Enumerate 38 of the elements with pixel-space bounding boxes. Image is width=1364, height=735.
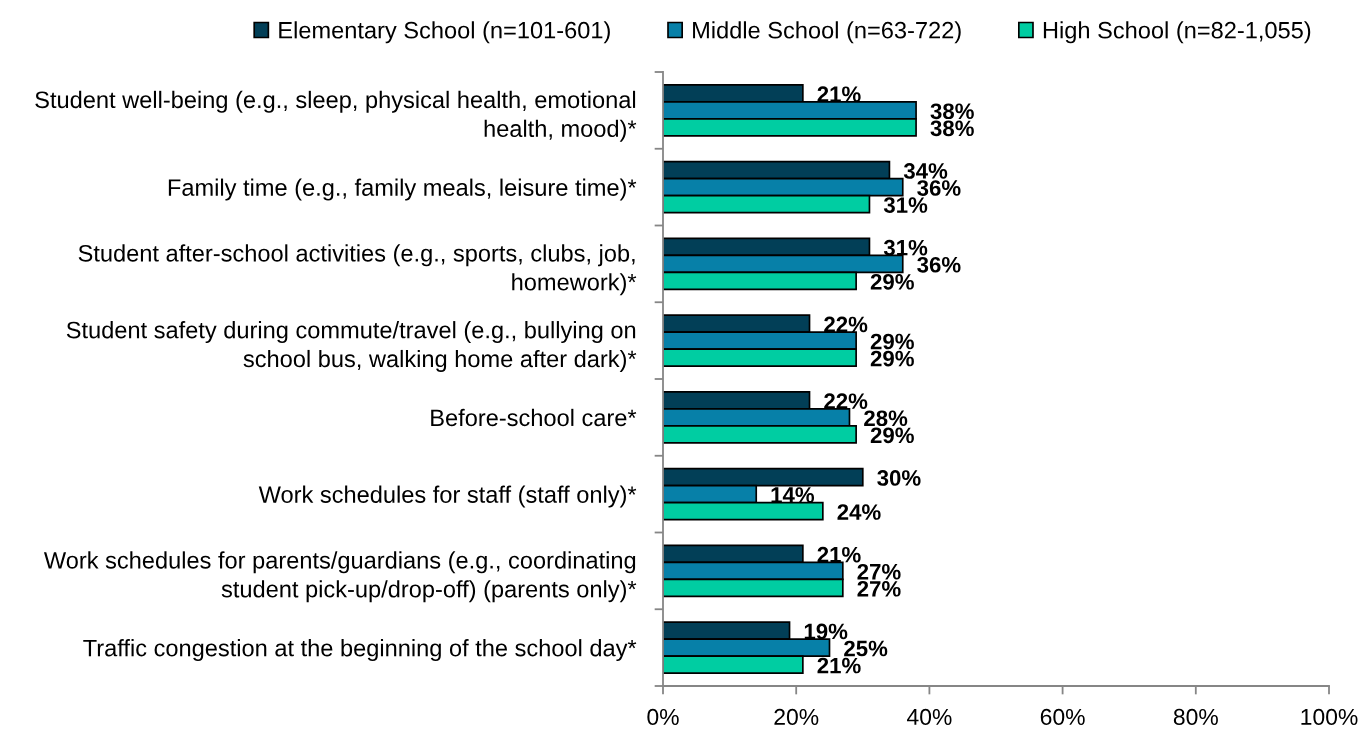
- y-tick-label: Student safety during commute/travel (e.g., bullying on school bus, walking home after dark)*: [66, 321, 637, 372]
- data-label: 29%: [870, 273, 914, 290]
- data-label: 30%: [877, 470, 921, 486]
- data-label: 31%: [883, 239, 928, 256]
- data-label: 29%: [870, 350, 914, 367]
- y-tick-label: Before-school care*: [431, 408, 637, 427]
- data-label: 28%: [864, 410, 908, 427]
- data-label: 31%: [883, 197, 928, 213]
- x-tick-label: 80%: [1173, 708, 1218, 726]
- data-label: 22%: [824, 316, 868, 333]
- y-tick-label: Student after-school activities (e.g., sports, clubs, job, homework)*: [78, 244, 637, 296]
- data-label: 38%: [930, 103, 974, 120]
- legend-label: Elementary School (n=101-601): [279, 21, 610, 44]
- data-label: 36%: [917, 256, 961, 273]
- legend-label: Middle School (n=63-722): [693, 21, 961, 44]
- data-label: 29%: [870, 333, 914, 350]
- x-tick-label: 0%: [647, 708, 679, 726]
- data-label: 27%: [857, 580, 901, 597]
- data-label: 21%: [817, 546, 861, 563]
- y-tick-label: Work schedules for parents/guardians (e.g., coordinating student pick-up/drop-off) (parents only)*: [43, 551, 637, 603]
- y-tick-label: Family time (e.g., family meals, leisure time)*: [168, 178, 637, 201]
- data-label: 25%: [844, 640, 888, 657]
- data-label: 34%: [903, 163, 948, 179]
- x-tick-label: 60%: [1040, 708, 1085, 726]
- data-label: 36%: [917, 180, 961, 196]
- y-tick-label: Work schedules for staff (staff only)*: [258, 485, 637, 508]
- data-label: 24%: [837, 504, 881, 520]
- y-tick-label: Traffic congestion at the beginning of the school day*: [83, 639, 637, 662]
- data-label: 29%: [870, 427, 914, 444]
- data-label: 38%: [930, 120, 974, 137]
- x-tick-label: 40%: [906, 708, 952, 726]
- legend-label: High School (n=82-1,055): [1043, 21, 1311, 44]
- data-label: 21%: [817, 657, 861, 674]
- x-tick-label: 20%: [774, 708, 819, 726]
- data-label: 27%: [857, 563, 901, 580]
- data-label: 19%: [804, 623, 848, 640]
- x-tick-label: 100%: [1301, 708, 1358, 726]
- y-tick-label: Student well-being (e.g., sleep, physical health, emotional health, mood)*: [35, 90, 637, 142]
